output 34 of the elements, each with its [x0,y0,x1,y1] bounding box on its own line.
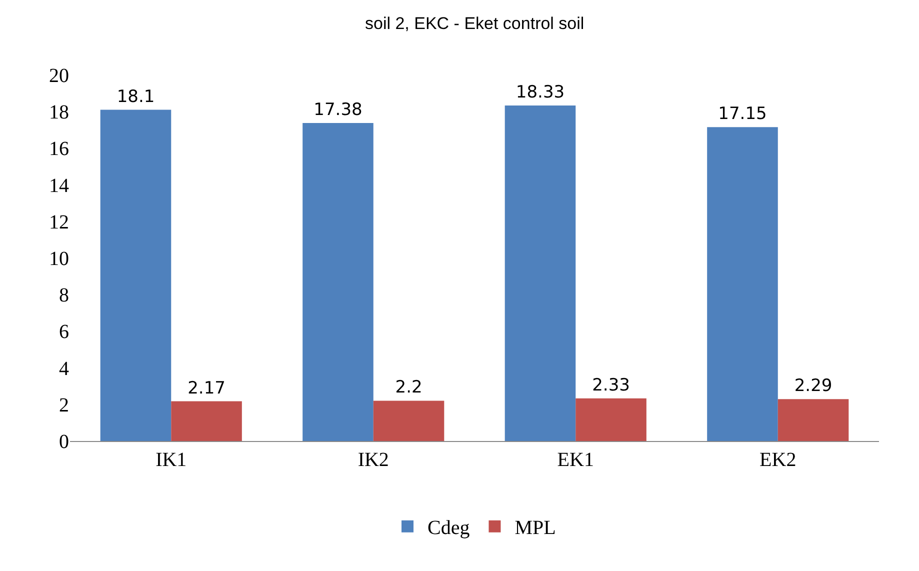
bar [100,110,172,441]
y-tick-label: 6 [59,321,69,344]
data-label: 2.29 [794,376,832,396]
data-label: 2.2 [395,378,422,398]
y-tick-label: 8 [59,284,69,307]
data-label: 2.17 [188,378,226,398]
y-tick-label: 10 [49,248,69,270]
legend-label: Cdeg [428,517,470,540]
bar [576,398,646,441]
data-label: 18.33 [516,82,565,103]
y-tick-label: 16 [49,138,69,160]
y-tick-label: 14 [49,174,69,197]
x-tick-label: EK1 [557,449,594,471]
data-label: 17.15 [718,104,767,124]
y-tick-label: 0 [59,431,69,453]
y-tick-label: 12 [49,211,69,234]
bar [373,400,444,441]
text: soil 2, EKC - Eket control soil [365,14,584,33]
y-tick-label: 2 [59,394,69,416]
legend-label: MPL [514,517,556,540]
y-tick-label: 18 [49,102,69,124]
bar [778,399,849,441]
x-tick-label: EK2 [760,449,796,471]
bar [302,122,374,441]
x-tick-label: IK1 [156,449,187,471]
bar [504,106,576,441]
x-tick-label: IK2 [358,449,389,471]
y-tick-label: 20 [49,65,69,87]
data-label: 2.33 [592,375,630,396]
bar [171,401,242,441]
data-label: 18.1 [116,86,155,107]
data-label: 17.38 [314,100,362,120]
bar [707,127,778,441]
y-tick-label: 4 [59,358,69,380]
